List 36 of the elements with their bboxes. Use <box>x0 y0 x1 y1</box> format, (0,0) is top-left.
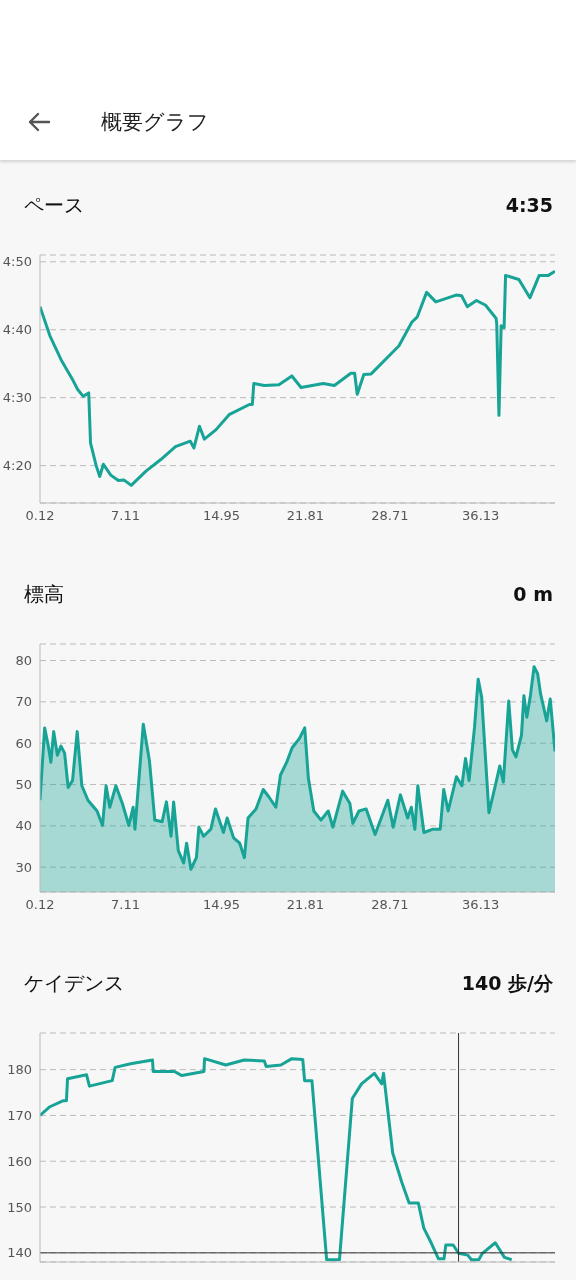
x-tick-label: 36.13 <box>462 897 500 913</box>
x-tick-label: 21.81 <box>286 897 325 913</box>
y-tick-label: 4:40 <box>2 322 32 338</box>
text: 概要グラフ <box>101 109 209 136</box>
x-tick-label: 21.81 <box>286 508 325 524</box>
x-tick-label: 14.95 <box>202 508 241 524</box>
y-tick-label: 60 <box>15 735 32 751</box>
chart-title: 標高 <box>24 581 64 608</box>
chart-subtitle: 4:35 <box>505 193 553 218</box>
y-tick-label: 40 <box>15 818 32 834</box>
y-tick-label: 170 <box>7 1108 32 1124</box>
chart-title: ペース <box>24 192 84 219</box>
line-series <box>40 1057 514 1262</box>
x-tick-label: 36.13 <box>462 508 500 524</box>
x-tick-label: 28.71 <box>371 508 409 524</box>
y-tick-label: 4:50 <box>2 254 32 270</box>
y-tick-label: 180 <box>7 1062 32 1078</box>
x-tick-label: 7.11 <box>111 897 141 913</box>
x-tick-label: 14.95 <box>202 897 241 913</box>
chart-subtitle: 0 m <box>513 582 553 607</box>
line-series <box>40 269 555 487</box>
y-tick-label: 150 <box>7 1199 32 1215</box>
y-tick-label: 4:30 <box>2 390 32 406</box>
y-tick-label: 50 <box>15 777 32 793</box>
x-tick-label: 0.12 <box>25 508 55 524</box>
y-tick-label: 70 <box>15 694 32 710</box>
y-tick-label: 160 <box>7 1153 32 1169</box>
chart-title: ケイデンス <box>24 970 124 997</box>
y-tick-label: 80 <box>15 653 32 669</box>
chart-subtitle: 140 歩/分 <box>461 971 553 996</box>
y-tick-label: 140 <box>7 1245 32 1261</box>
y-tick-label: 30 <box>15 859 32 875</box>
x-tick-label: 7.11 <box>111 508 141 524</box>
x-tick-label: 0.12 <box>25 897 55 913</box>
x-tick-label: 28.71 <box>371 897 409 913</box>
y-tick-label: 4:20 <box>2 458 32 474</box>
